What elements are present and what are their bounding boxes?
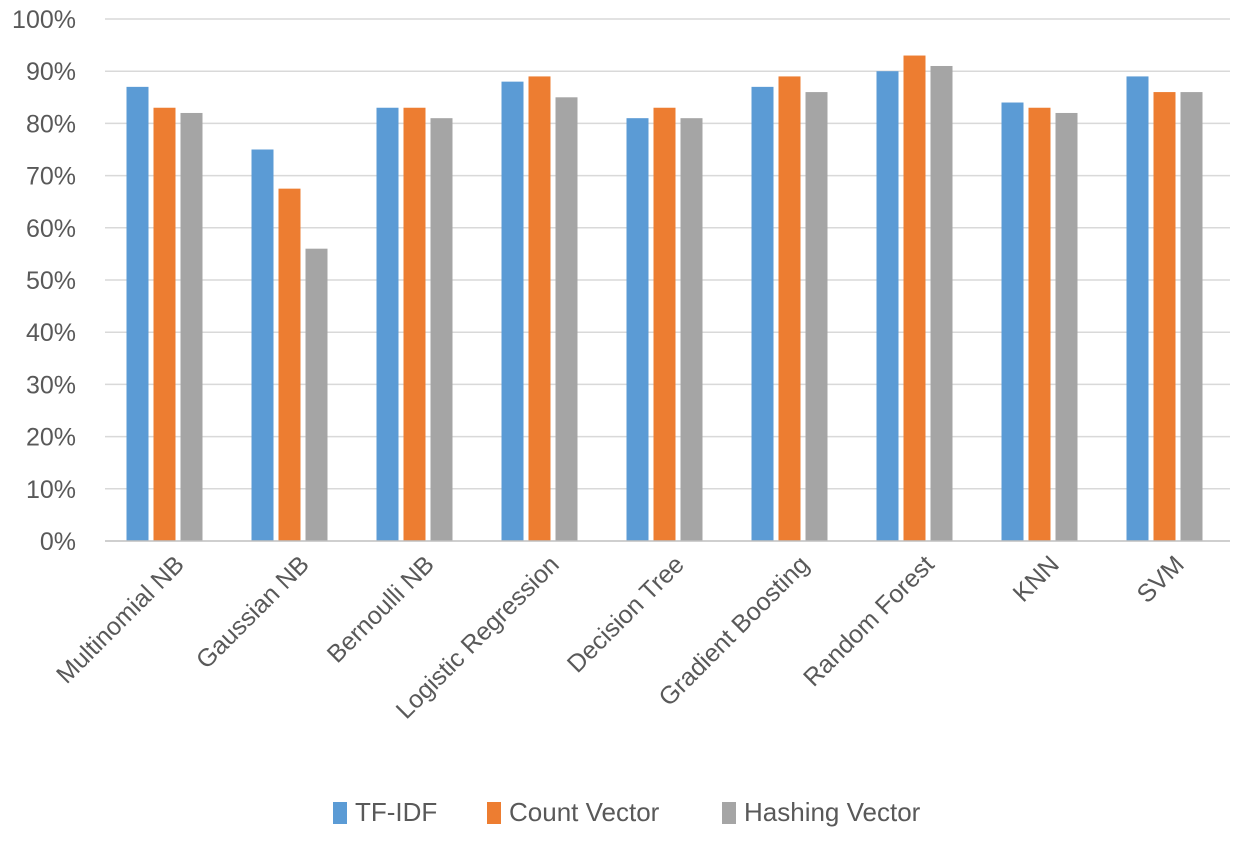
x-tick-label: SVM bbox=[1132, 550, 1190, 608]
x-tick-label: Multinomial NB bbox=[51, 550, 190, 689]
legend-swatch bbox=[487, 802, 501, 824]
bar-tf-idf bbox=[126, 86, 149, 542]
bar-count-vector bbox=[153, 107, 176, 542]
bar-count-vector bbox=[903, 55, 926, 541]
bar-hashing-vector bbox=[805, 92, 828, 541]
y-tick-label: 100% bbox=[12, 6, 76, 34]
y-tick-label: 80% bbox=[26, 110, 76, 138]
bar-tf-idf bbox=[626, 118, 649, 542]
y-tick-label: 70% bbox=[26, 163, 76, 191]
x-tick-label: KNN bbox=[1008, 550, 1065, 607]
legend: TF-IDF Count Vector Hashing Vector bbox=[333, 797, 921, 827]
y-tick-label: 30% bbox=[26, 371, 76, 399]
legend-label: Hashing Vector bbox=[744, 797, 921, 827]
bar-count-vector bbox=[653, 107, 676, 542]
y-tick-label: 90% bbox=[26, 58, 76, 86]
bar-count-vector bbox=[778, 76, 801, 542]
bar-hashing-vector bbox=[430, 118, 453, 542]
bars bbox=[126, 55, 1203, 542]
x-tick-label: Gaussian NB bbox=[191, 550, 315, 674]
y-tick-label: 10% bbox=[26, 476, 76, 504]
legend-swatch bbox=[722, 802, 736, 824]
y-tick-label: 20% bbox=[26, 424, 76, 452]
bar-hashing-vector bbox=[1180, 92, 1203, 541]
x-axis-categories: Multinomial NB Gaussian NB Bernoulli NBLog… bbox=[51, 550, 1190, 724]
legend-label: TF-IDF bbox=[355, 797, 437, 827]
bar-tf-idf bbox=[501, 81, 524, 541]
bar-count-vector bbox=[528, 76, 551, 542]
bar-hashing-vector bbox=[180, 112, 203, 542]
bar-tf-idf bbox=[1126, 76, 1149, 542]
bar-tf-idf bbox=[876, 71, 899, 541]
bar-hashing-vector bbox=[555, 97, 578, 542]
bar-tf-idf bbox=[1001, 102, 1024, 542]
legend-swatch bbox=[333, 802, 347, 824]
bar-count-vector bbox=[1153, 92, 1176, 541]
bar-tf-idf bbox=[376, 107, 399, 542]
y-tick-label: 0% bbox=[40, 528, 76, 556]
bar-tf-idf bbox=[251, 149, 274, 541]
y-tick-label: 40% bbox=[26, 319, 76, 347]
y-tick-label: 50% bbox=[26, 267, 76, 295]
x-tick-label: Bernoulli NB bbox=[322, 550, 440, 668]
legend-label: Count Vector bbox=[509, 797, 660, 827]
bar-hashing-vector bbox=[930, 65, 953, 541]
bar-hashing-vector bbox=[680, 118, 703, 542]
bar-count-vector bbox=[403, 107, 426, 542]
bar-count-vector bbox=[278, 188, 301, 541]
x-tick-label: Decision Tree bbox=[562, 550, 690, 678]
y-axis-ticks: 0% 10% 20% 30% 40% 50% 60% 70% 80% 90% 100% bbox=[12, 6, 76, 556]
y-tick-label: 60% bbox=[26, 215, 76, 243]
bar-hashing-vector bbox=[1055, 112, 1078, 542]
x-tick-label: Random Forest bbox=[798, 550, 940, 692]
bar-hashing-vector bbox=[305, 248, 328, 541]
bar-tf-idf bbox=[751, 86, 774, 542]
bar-count-vector bbox=[1028, 107, 1051, 542]
